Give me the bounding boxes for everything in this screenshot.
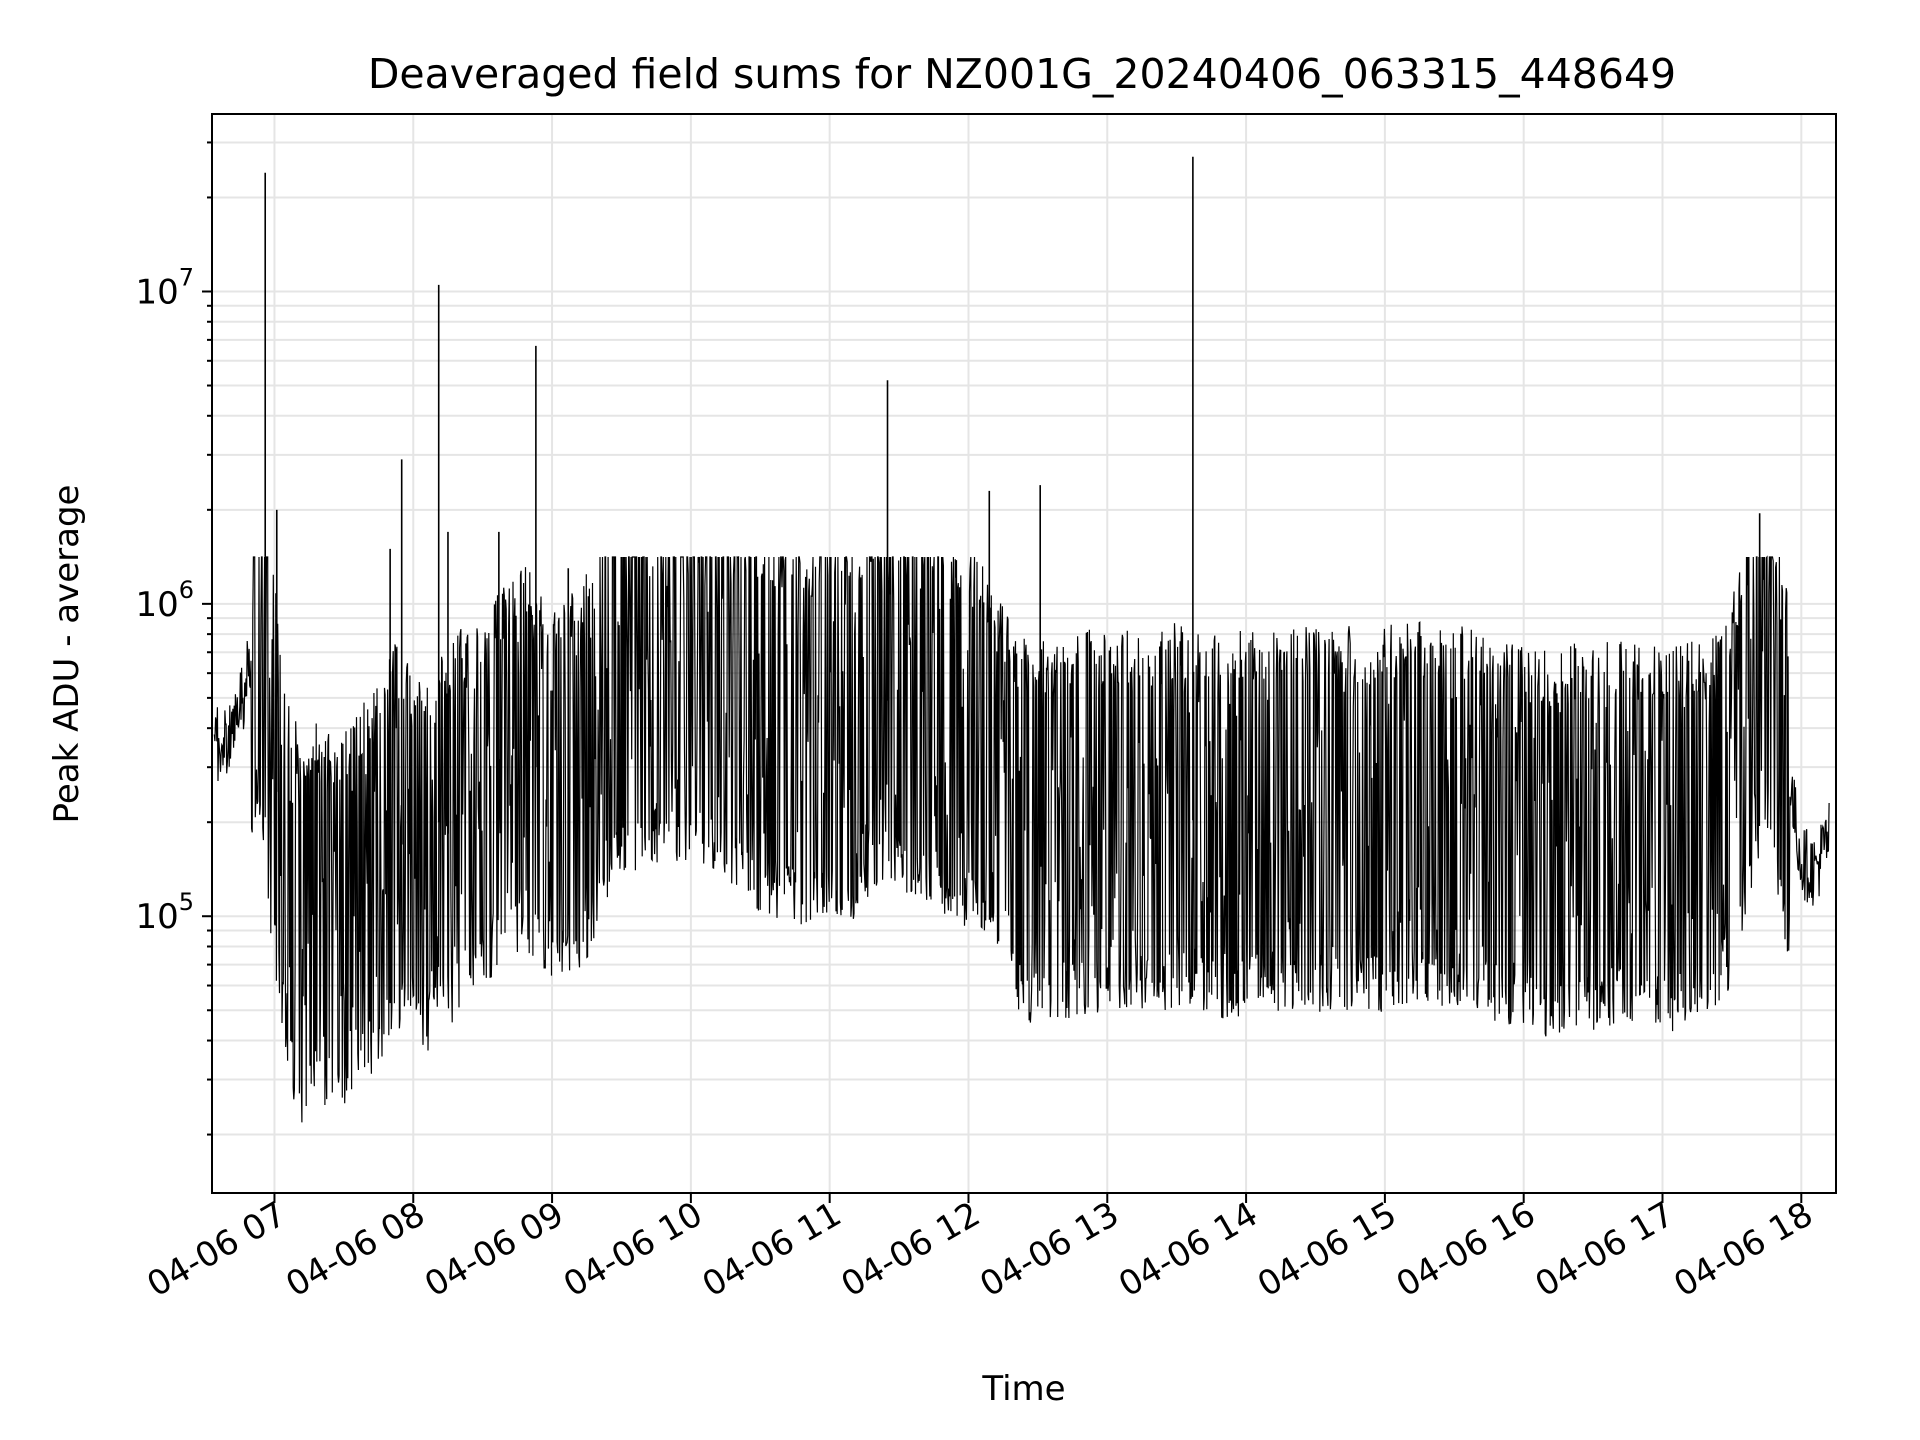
y-tick-base: 10 [135,272,178,312]
y-tick-exponent: 7 [179,263,194,291]
y-tick-exponent: 5 [179,888,194,916]
y-tick-label: 106 [135,576,194,625]
y-axis-label: Peak ADU - average [47,485,87,824]
y-tick-exponent: 6 [179,576,194,604]
series-layer [213,156,1830,1123]
chart-title: Deaveraged field sums for NZ001G_2024040… [368,50,1676,98]
series-line [213,555,1830,1123]
x-axis-label: Time [981,1369,1065,1409]
y-tick-label: 107 [135,263,194,312]
plot-frame [211,113,1837,1194]
y-tick-base: 10 [135,585,178,625]
y-tick-label: 105 [135,888,194,937]
y-tick-base: 10 [135,897,178,937]
